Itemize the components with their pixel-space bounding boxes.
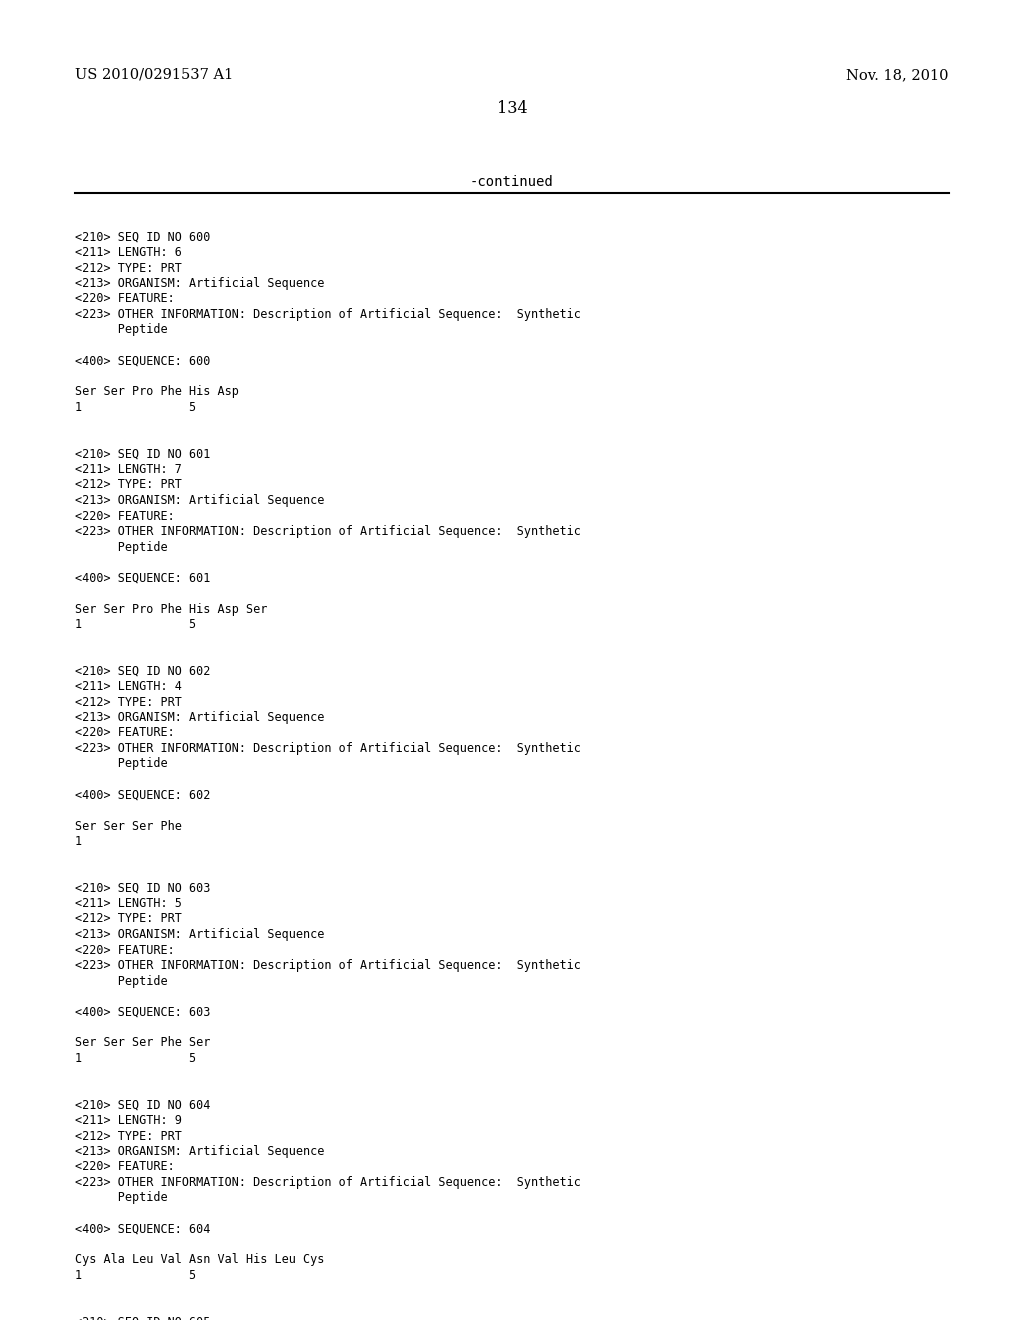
Text: <210> SEQ ID NO 602: <210> SEQ ID NO 602: [75, 664, 210, 677]
Text: <211> LENGTH: 7: <211> LENGTH: 7: [75, 463, 182, 477]
Text: <213> ORGANISM: Artificial Sequence: <213> ORGANISM: Artificial Sequence: [75, 494, 325, 507]
Text: <213> ORGANISM: Artificial Sequence: <213> ORGANISM: Artificial Sequence: [75, 1144, 325, 1158]
Text: <400> SEQUENCE: 601: <400> SEQUENCE: 601: [75, 572, 210, 585]
Text: <400> SEQUENCE: 602: <400> SEQUENCE: 602: [75, 788, 210, 801]
Text: <212> TYPE: PRT: <212> TYPE: PRT: [75, 261, 182, 275]
Text: <213> ORGANISM: Artificial Sequence: <213> ORGANISM: Artificial Sequence: [75, 711, 325, 723]
Text: <211> LENGTH: 9: <211> LENGTH: 9: [75, 1114, 182, 1127]
Text: <223> OTHER INFORMATION: Description of Artificial Sequence:  Synthetic: <223> OTHER INFORMATION: Description of …: [75, 525, 581, 539]
Text: Ser Ser Pro Phe His Asp: Ser Ser Pro Phe His Asp: [75, 385, 239, 399]
Text: <212> TYPE: PRT: <212> TYPE: PRT: [75, 912, 182, 925]
Text: Peptide: Peptide: [75, 758, 168, 771]
Text: <211> LENGTH: 4: <211> LENGTH: 4: [75, 680, 182, 693]
Text: 1               5: 1 5: [75, 1269, 197, 1282]
Text: <210> SEQ ID NO 601: <210> SEQ ID NO 601: [75, 447, 210, 461]
Text: Nov. 18, 2010: Nov. 18, 2010: [847, 69, 949, 82]
Text: <212> TYPE: PRT: <212> TYPE: PRT: [75, 1130, 182, 1143]
Text: <220> FEATURE:: <220> FEATURE:: [75, 944, 175, 957]
Text: <210> SEQ ID NO 604: <210> SEQ ID NO 604: [75, 1098, 210, 1111]
Text: <223> OTHER INFORMATION: Description of Artificial Sequence:  Synthetic: <223> OTHER INFORMATION: Description of …: [75, 1176, 581, 1189]
Text: <400> SEQUENCE: 604: <400> SEQUENCE: 604: [75, 1222, 210, 1236]
Text: Peptide: Peptide: [75, 323, 168, 337]
Text: <213> ORGANISM: Artificial Sequence: <213> ORGANISM: Artificial Sequence: [75, 277, 325, 290]
Text: <400> SEQUENCE: 600: <400> SEQUENCE: 600: [75, 355, 210, 367]
Text: Ser Ser Ser Phe: Ser Ser Ser Phe: [75, 820, 182, 833]
Text: 134: 134: [497, 100, 527, 117]
Text: US 2010/0291537 A1: US 2010/0291537 A1: [75, 69, 233, 82]
Text: 1               5: 1 5: [75, 1052, 197, 1065]
Text: <211> LENGTH: 6: <211> LENGTH: 6: [75, 246, 182, 259]
Text: <220> FEATURE:: <220> FEATURE:: [75, 293, 175, 305]
Text: 1               5: 1 5: [75, 401, 197, 414]
Text: <220> FEATURE:: <220> FEATURE:: [75, 1160, 175, 1173]
Text: -continued: -continued: [470, 176, 554, 189]
Text: Peptide: Peptide: [75, 540, 168, 553]
Text: Peptide: Peptide: [75, 974, 168, 987]
Text: <223> OTHER INFORMATION: Description of Artificial Sequence:  Synthetic: <223> OTHER INFORMATION: Description of …: [75, 960, 581, 972]
Text: 1               5: 1 5: [75, 618, 197, 631]
Text: <210> SEQ ID NO 605: <210> SEQ ID NO 605: [75, 1316, 210, 1320]
Text: <223> OTHER INFORMATION: Description of Artificial Sequence:  Synthetic: <223> OTHER INFORMATION: Description of …: [75, 742, 581, 755]
Text: Cys Ala Leu Val Asn Val His Leu Cys: Cys Ala Leu Val Asn Val His Leu Cys: [75, 1254, 325, 1266]
Text: 1: 1: [75, 836, 82, 847]
Text: <213> ORGANISM: Artificial Sequence: <213> ORGANISM: Artificial Sequence: [75, 928, 325, 941]
Text: Ser Ser Ser Phe Ser: Ser Ser Ser Phe Ser: [75, 1036, 210, 1049]
Text: <212> TYPE: PRT: <212> TYPE: PRT: [75, 696, 182, 709]
Text: Ser Ser Pro Phe His Asp Ser: Ser Ser Pro Phe His Asp Ser: [75, 602, 267, 615]
Text: <211> LENGTH: 5: <211> LENGTH: 5: [75, 898, 182, 909]
Text: <400> SEQUENCE: 603: <400> SEQUENCE: 603: [75, 1006, 210, 1019]
Text: <223> OTHER INFORMATION: Description of Artificial Sequence:  Synthetic: <223> OTHER INFORMATION: Description of …: [75, 308, 581, 321]
Text: <220> FEATURE:: <220> FEATURE:: [75, 510, 175, 523]
Text: Peptide: Peptide: [75, 1192, 168, 1204]
Text: <212> TYPE: PRT: <212> TYPE: PRT: [75, 479, 182, 491]
Text: <220> FEATURE:: <220> FEATURE:: [75, 726, 175, 739]
Text: <210> SEQ ID NO 603: <210> SEQ ID NO 603: [75, 882, 210, 895]
Text: <210> SEQ ID NO 600: <210> SEQ ID NO 600: [75, 231, 210, 243]
